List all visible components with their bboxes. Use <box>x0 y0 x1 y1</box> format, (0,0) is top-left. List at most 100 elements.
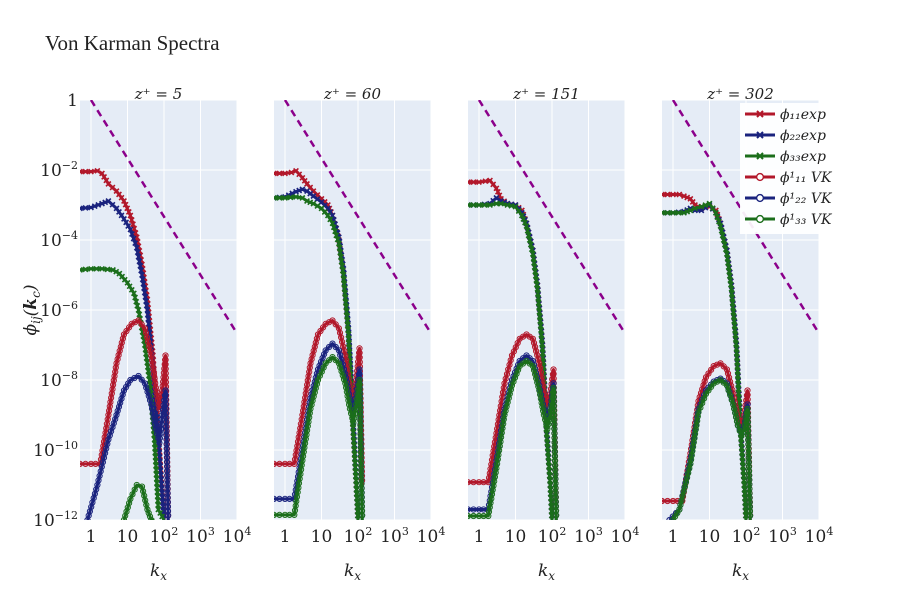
plot-series <box>80 100 237 520</box>
data-point <box>350 419 357 426</box>
data-point <box>710 380 717 387</box>
data-point <box>351 410 358 417</box>
data-point <box>128 216 135 223</box>
data-point <box>157 425 164 432</box>
data-point <box>746 481 753 488</box>
data-point <box>159 494 166 501</box>
data-point <box>163 423 170 430</box>
data-point <box>314 203 321 209</box>
data-point <box>305 373 312 380</box>
data-point <box>149 361 156 368</box>
data-point <box>731 322 738 329</box>
data-point <box>480 479 487 486</box>
data-point <box>714 214 721 221</box>
data-point <box>99 265 105 272</box>
data-point <box>725 264 732 271</box>
data-point <box>550 366 557 373</box>
data-point <box>503 403 510 410</box>
data-point <box>552 489 559 496</box>
y-tick-label: 10−8 <box>40 369 78 391</box>
data-point <box>699 386 706 393</box>
data-point <box>357 417 364 424</box>
data-point <box>723 366 731 373</box>
data-point <box>338 334 345 341</box>
data-point <box>132 319 139 326</box>
x-tick-label: 10 <box>117 527 139 547</box>
data-point <box>552 507 560 514</box>
data-point <box>343 308 350 315</box>
data-point <box>164 481 171 488</box>
data-point <box>746 503 753 510</box>
data-point <box>281 460 289 467</box>
data-point <box>746 499 753 506</box>
data-point <box>88 503 95 510</box>
data-point <box>732 327 738 334</box>
x-tick-label: 104 <box>417 525 446 547</box>
data-point <box>552 498 559 505</box>
data-point <box>94 167 101 174</box>
data-point <box>339 263 346 269</box>
data-point <box>340 272 347 278</box>
data-point <box>118 395 125 402</box>
data-point <box>152 380 159 387</box>
data-point <box>476 179 482 186</box>
data-point <box>746 476 753 484</box>
data-point <box>159 499 166 506</box>
data-point <box>346 401 353 408</box>
series-exp-phi33 <box>80 265 166 520</box>
data-point <box>329 340 336 347</box>
data-point <box>693 422 700 429</box>
data-point <box>310 393 317 400</box>
data-point <box>299 457 306 464</box>
data-point <box>342 380 349 387</box>
data-point <box>295 484 302 491</box>
data-point <box>343 304 350 310</box>
data-point <box>528 246 535 253</box>
data-point <box>690 439 697 446</box>
data-point <box>309 397 316 404</box>
data-point <box>164 467 171 474</box>
data-point <box>160 378 167 385</box>
data-point <box>152 384 159 391</box>
y-tick-label: 10−2 <box>40 159 78 181</box>
panel-title: z⁺ = 60 <box>323 85 381 103</box>
data-point <box>545 454 552 460</box>
data-point <box>102 199 109 206</box>
data-point <box>745 468 753 475</box>
data-point <box>164 494 171 501</box>
data-point <box>308 356 315 363</box>
data-point <box>146 377 153 383</box>
series-vk-phi33 <box>120 481 155 520</box>
data-point <box>550 407 558 414</box>
data-point <box>307 405 314 412</box>
data-point <box>550 380 557 387</box>
data-point <box>744 428 752 435</box>
data-point <box>293 188 299 195</box>
data-point <box>669 497 677 505</box>
data-point <box>276 170 283 177</box>
data-point <box>717 223 724 230</box>
data-point <box>357 444 364 451</box>
data-point <box>125 208 132 215</box>
data-point <box>319 354 326 362</box>
data-point <box>489 452 496 459</box>
data-point <box>357 426 364 433</box>
legend: ϕ₁₁exp ϕ₂₂exp ϕ₃₃exp ϕ¹₁₁ VK ϕ¹₂₂ VK ϕ¹₃₃ VK <box>740 103 833 234</box>
data-point <box>291 507 299 514</box>
data-point <box>335 360 342 367</box>
data-point <box>720 363 727 370</box>
data-point <box>155 506 162 513</box>
data-point <box>552 462 559 469</box>
data-point <box>137 262 144 269</box>
data-point <box>164 485 171 492</box>
data-point <box>141 380 148 387</box>
data-point <box>681 209 687 216</box>
data-point <box>694 413 701 420</box>
data-point <box>292 451 299 459</box>
data-point <box>144 388 151 395</box>
data-point <box>684 194 691 201</box>
data-point <box>487 499 494 507</box>
data-point <box>105 436 112 443</box>
legend-marker <box>755 214 765 224</box>
data-point <box>545 449 551 456</box>
